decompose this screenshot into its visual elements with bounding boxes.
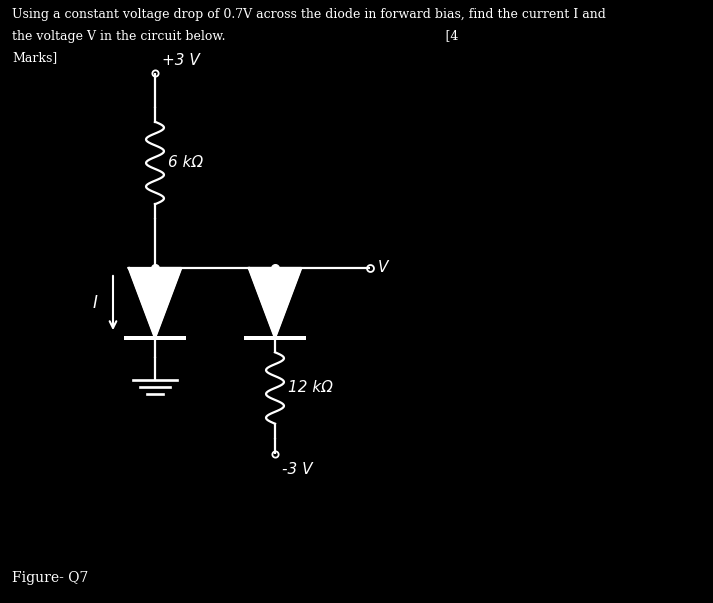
Polygon shape	[249, 268, 302, 338]
Text: I: I	[93, 294, 98, 312]
Text: the voltage V in the circuit below.                                             : the voltage V in the circuit below.	[12, 30, 458, 43]
Text: Marks]: Marks]	[12, 51, 57, 64]
Text: -3 V: -3 V	[282, 462, 312, 477]
Polygon shape	[129, 268, 181, 338]
Text: Using a constant voltage drop of 0.7V across the diode in forward bias, find the: Using a constant voltage drop of 0.7V ac…	[12, 8, 606, 21]
Text: Figure- Q7: Figure- Q7	[12, 571, 88, 585]
Text: 12 kΩ: 12 kΩ	[288, 380, 333, 396]
Text: +3 V: +3 V	[162, 53, 200, 68]
Text: V: V	[378, 260, 389, 276]
Text: 6 kΩ: 6 kΩ	[168, 156, 203, 171]
